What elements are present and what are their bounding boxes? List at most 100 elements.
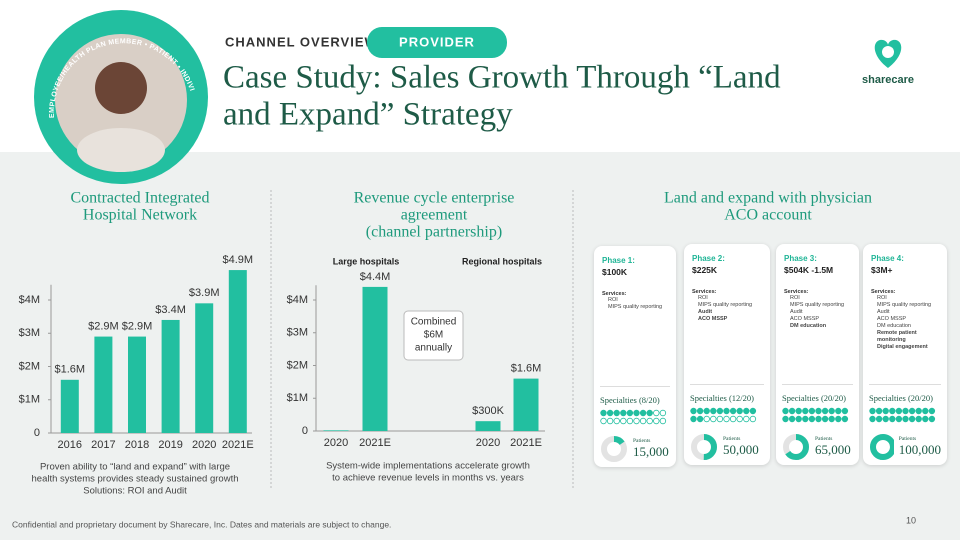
specialty-dot	[902, 415, 909, 423]
specialty-dot	[922, 407, 929, 415]
chart-title: Hospital Network	[83, 207, 197, 224]
annotation: Combined	[411, 317, 457, 328]
service-item: Audit	[877, 309, 890, 315]
y-tick-label: $4M	[19, 294, 40, 306]
specialty-dot	[795, 415, 802, 423]
specialty-dot	[841, 415, 849, 423]
value-label: $1.6M	[511, 363, 542, 375]
x-tick-label: 2020	[192, 439, 216, 451]
bar	[475, 421, 501, 431]
group-label: Regional hospitals	[462, 256, 542, 266]
chart-caption: Proven ability to “land and expand” with…	[40, 462, 230, 473]
x-tick-label: 2021E	[359, 437, 391, 449]
specialty-dot	[869, 415, 876, 423]
service-item: ACO MSSP	[877, 316, 907, 322]
specialties-label: Specialties (20/20)	[782, 393, 846, 403]
donut-value	[601, 436, 627, 462]
specialty-dot	[802, 415, 809, 423]
specialty-dot	[749, 407, 757, 415]
specialty-dot	[613, 417, 620, 425]
page-title: and Expand” Strategy	[223, 97, 513, 133]
specialty-dot	[835, 407, 842, 415]
patients-value: 65,000	[815, 442, 851, 457]
y-tick-label: $3M	[19, 327, 40, 339]
phase-amount: $225K	[692, 265, 718, 275]
specialty-dot	[736, 415, 743, 423]
bar	[195, 303, 214, 433]
specialty-dot	[828, 415, 835, 423]
value-label: $4.4M	[360, 271, 391, 283]
services-label: Services:	[602, 291, 627, 297]
service-item: ROI	[790, 295, 800, 301]
specialty-dot	[696, 415, 704, 423]
specialties-block: Specialties (20/20) Patients 65,000	[782, 384, 853, 461]
specialty-dot	[600, 417, 607, 425]
bar	[60, 379, 79, 433]
specialty-dot	[875, 407, 883, 415]
panel-title: ACO account	[724, 207, 812, 224]
patients-donut	[691, 434, 717, 460]
tag-label: PROVIDER	[399, 34, 475, 49]
specialty-dot	[908, 407, 916, 415]
specialty-dot	[620, 409, 627, 417]
specialty-dot	[808, 407, 816, 415]
specialty-dot	[736, 407, 743, 415]
patients-value: 50,000	[723, 442, 759, 457]
specialty-dot	[716, 407, 724, 415]
bar	[228, 270, 247, 433]
specialty-dot	[743, 407, 750, 415]
section-label: CHANNEL OVERVIEW	[225, 34, 378, 49]
specialty-dot	[782, 407, 789, 415]
specialty-dot	[889, 407, 896, 415]
specialty-dot	[795, 407, 802, 415]
group-label: Large hospitals	[333, 256, 400, 266]
service-item: Digital engagement	[877, 344, 928, 350]
phase-label: Phase 3:	[784, 254, 817, 263]
chart-title: agreement	[401, 207, 468, 224]
specialties-label: Specialties (20/20)	[869, 393, 933, 403]
specialty-dot	[606, 417, 614, 425]
specialty-dot	[882, 415, 889, 423]
specialty-dot	[626, 417, 634, 425]
phase-label: Phase 1:	[602, 256, 635, 265]
specialty-dot	[690, 407, 697, 415]
specialty-dot	[613, 409, 620, 417]
service-item: MIPS quality reporting	[698, 302, 753, 308]
service-item: Remote patient monitoring	[877, 330, 917, 343]
bar	[513, 378, 539, 431]
y-tick-label: $2M	[19, 360, 40, 372]
y-tick-label: $1M	[19, 394, 40, 406]
value-label: $3.4M	[155, 304, 186, 316]
page-number: 10	[906, 515, 916, 525]
x-tick-label: 2021E	[222, 439, 254, 451]
phase-amount: $3M+	[871, 265, 893, 275]
specialty-dot	[808, 415, 816, 423]
patients-donut	[870, 434, 894, 460]
patients-label: Patients	[633, 438, 651, 444]
donut-value	[691, 434, 717, 460]
specialty-dot	[659, 409, 667, 417]
x-tick-label: 2020	[476, 437, 500, 449]
value-label: $4.9M	[223, 254, 254, 266]
chart-caption: System-wide implementations accelerate g…	[326, 461, 530, 472]
service-item: MIPS quality reporting	[608, 304, 663, 310]
donut-value	[870, 434, 894, 460]
value-label: $2.9M	[122, 320, 153, 332]
donut-value	[783, 434, 809, 460]
service-item: ACO MSSP	[698, 316, 728, 322]
specialty-dot	[716, 415, 724, 423]
patients-label: Patients	[723, 436, 741, 442]
phase-label: Phase 4:	[871, 254, 904, 263]
specialty-dot	[815, 407, 822, 415]
specialties-label: Specialties (8/20)	[600, 395, 660, 405]
service-item: MIPS quality reporting	[877, 302, 932, 308]
annotation-box	[403, 310, 464, 361]
x-tick-label: 2021E	[510, 437, 542, 449]
panel-title: Land and expand with physician	[664, 190, 872, 207]
y-tick-label: 0	[302, 425, 308, 437]
specialty-dot	[606, 409, 614, 417]
logo-mark	[882, 46, 894, 58]
footer-note: Confidential and proprietary document by…	[12, 519, 391, 529]
y-tick-label: $4M	[287, 294, 308, 306]
